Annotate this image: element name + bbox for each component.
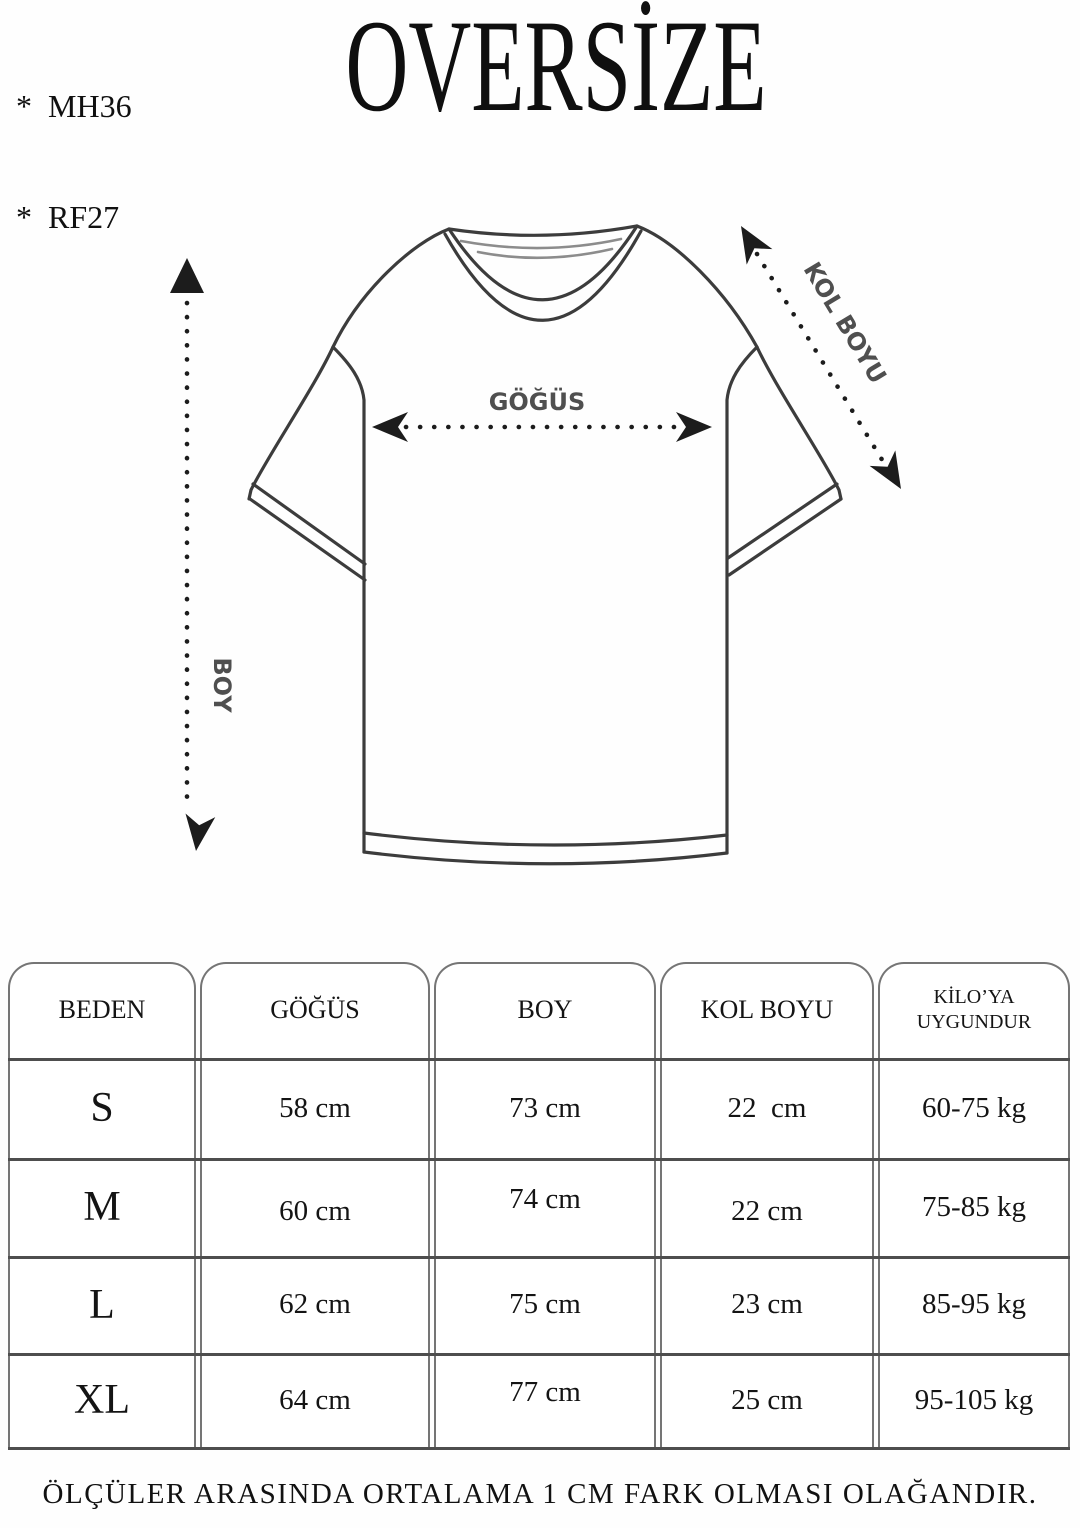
table-cell-length: 75 cm (509, 1288, 581, 1320)
length-arrowhead-top (170, 258, 204, 293)
page-title: OVERSİZE (345, 0, 767, 139)
sleeve-label: KOL BOYU (798, 257, 892, 388)
row-separator (8, 1256, 1070, 1259)
table-cell-size: L (89, 1281, 115, 1328)
tshirt-drawing (247, 224, 843, 866)
table-cell-size: S (90, 1085, 114, 1131)
row-separator (8, 1353, 1070, 1356)
table-cell-chest: 64 cm (279, 1383, 351, 1416)
table-cell-chest: 62 cm (279, 1288, 351, 1320)
collar-outer-curve (443, 229, 643, 322)
left-armhole-body-edge (331, 345, 366, 854)
chest-arrow (372, 412, 712, 442)
collar-rib-line-1 (459, 237, 623, 250)
row-separator (8, 1058, 1070, 1061)
table-column-boy (434, 962, 656, 1450)
collar-rib-line-2 (476, 247, 614, 260)
table-column-kol-boyu (660, 962, 874, 1450)
right-cuff-outer (726, 482, 839, 560)
sleeve-arrow (741, 226, 901, 489)
table-cell-sleeve: 22 cm (731, 1194, 803, 1227)
table-cell-weight: 95-105 kg (914, 1383, 1034, 1416)
table-cell-weight: 75-85 kg (922, 1190, 1026, 1223)
header-cell-boy: BOY (517, 995, 573, 1024)
table-bottom-border (8, 1447, 1070, 1450)
left-cuff-outer (251, 482, 367, 566)
header-cell-beden: BEDEN (58, 995, 146, 1024)
chest-arrowhead-right (676, 412, 712, 442)
table-cell-weight: 85-95 kg (922, 1288, 1026, 1320)
product-codes: * MH36 * RF27 (16, 14, 132, 310)
table-cell-sleeve: 22 cm (727, 1091, 807, 1124)
size-table: BEDEN GÖĞÜS BOY KOL BOYU KİLO’YA UYGUNDU… (8, 962, 1070, 1450)
table-column-gogus (200, 962, 430, 1450)
chest-arrowhead-left (372, 412, 408, 442)
table-cell-size: XL (74, 1377, 130, 1423)
table-cell-chest: 60 cm (279, 1194, 351, 1227)
hem-upper-line (362, 831, 729, 847)
sleeve-arrowhead-bottom (869, 450, 901, 489)
page-title-wrap: OVERSİZE (32, 0, 1080, 132)
table-cell-length: 73 cm (509, 1091, 581, 1124)
table-column-kilo (878, 962, 1070, 1450)
header-cell-kilo: KİLO’YA UYGUNDUR (878, 962, 1070, 1058)
header-cell-gogus: GÖĞÜS (270, 995, 360, 1024)
right-cuff-inner (727, 497, 843, 577)
chest-label: GÖĞÜS (489, 386, 586, 416)
product-code-2: * RF27 (16, 199, 120, 235)
product-code-1: * MH36 (16, 88, 132, 124)
header-cell-kol-boyu: KOL BOYU (700, 995, 834, 1024)
collar-inner-curve (447, 224, 639, 302)
length-arrow (170, 258, 216, 851)
table-cell-chest: 58 cm (279, 1091, 351, 1124)
collar-back-line (447, 224, 639, 237)
table-cell-weight: 60-75 kg (922, 1091, 1026, 1124)
table-cell-sleeve: 25 cm (731, 1383, 803, 1416)
table-cell-length: 74 cm (509, 1182, 581, 1215)
left-cuff-inner (248, 497, 367, 582)
length-arrowhead-bottom (185, 813, 216, 851)
hem-lower-line (362, 850, 729, 866)
row-separator (8, 1158, 1070, 1161)
table-cell-size: M (83, 1184, 121, 1230)
header-cell-kilo-text: KİLO’YA UYGUNDUR (916, 986, 1032, 1033)
right-armhole-body-edge (725, 345, 759, 855)
measurement-disclaimer: ÖLÇÜLER ARASINDA ORTALAMA 1 CM FARK OLMA… (42, 1478, 1038, 1510)
table-column-beden (8, 962, 196, 1450)
table-cell-sleeve: 23 cm (731, 1288, 803, 1320)
length-label: BOY (208, 657, 236, 713)
table-cell-length: 77 cm (509, 1375, 581, 1408)
sleeve-arrowhead-top (741, 226, 773, 265)
sleeve-arrow-dots (754, 251, 887, 466)
